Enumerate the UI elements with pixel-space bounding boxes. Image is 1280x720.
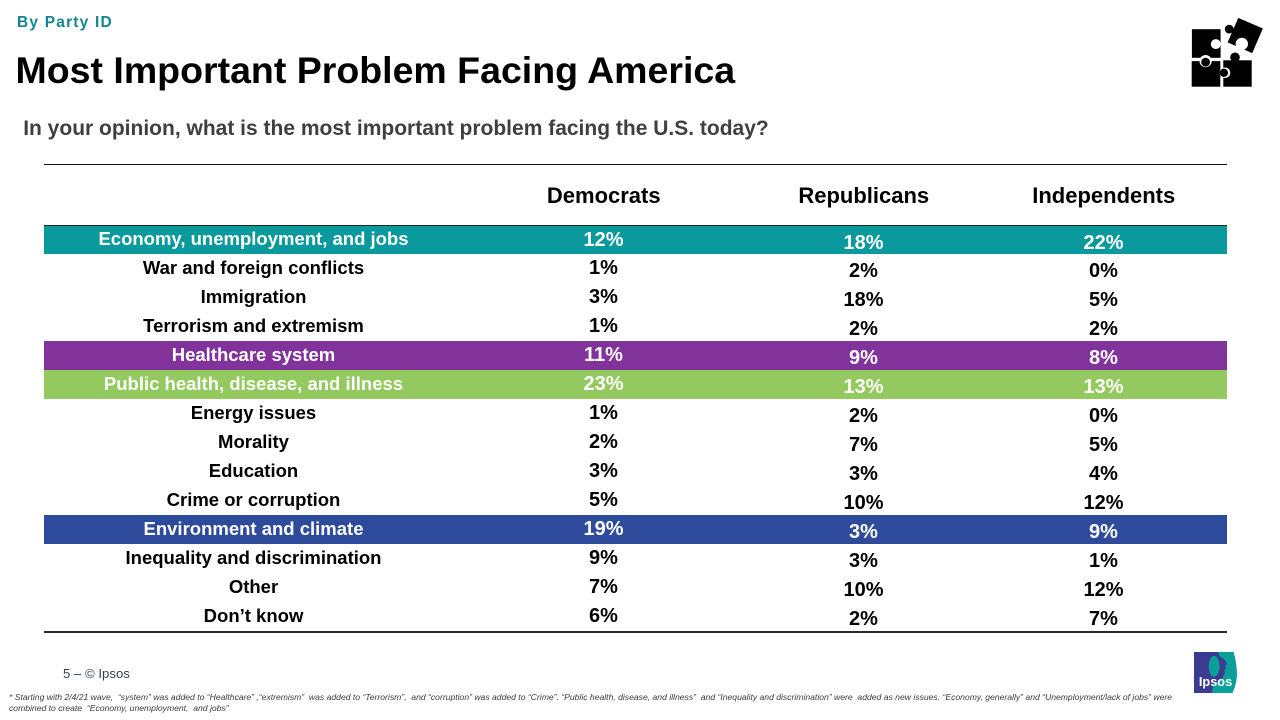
svg-text:Ipsos: Ipsos [1198,674,1231,689]
